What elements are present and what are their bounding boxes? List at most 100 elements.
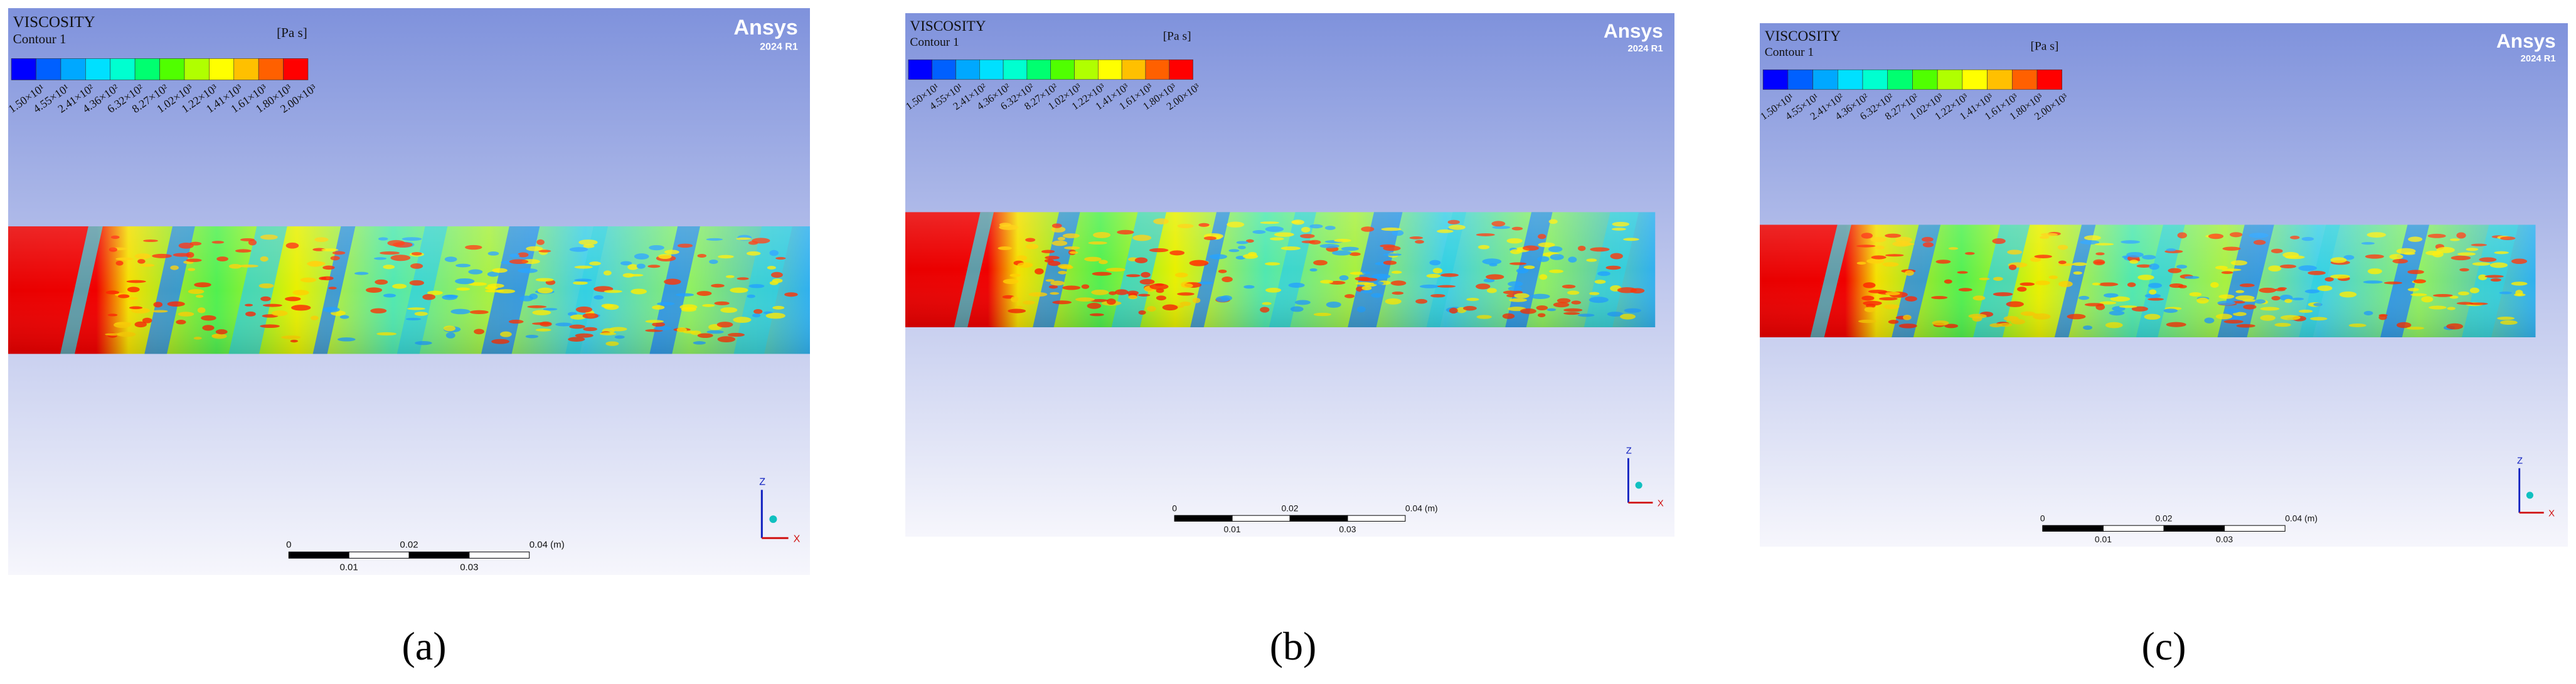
contour-shade	[905, 212, 1656, 327]
scale-label: 0.01	[1224, 524, 1241, 534]
scale-segment	[288, 551, 349, 559]
legend-subtitle: Contour 1	[910, 36, 959, 49]
colorbar-segment	[209, 58, 235, 80]
scale-label: 0.03	[1339, 524, 1356, 534]
colorbar-segment	[1762, 69, 1789, 90]
legend-unit: [Pa s]	[1163, 30, 1191, 43]
colorbar-segment	[908, 59, 933, 80]
colorbar-segment	[1912, 69, 1938, 90]
axis-y	[1635, 481, 1642, 489]
scale-segment	[1289, 515, 1348, 522]
scale-label: 0.01	[340, 562, 358, 572]
panel-caption: (b)	[1270, 624, 1317, 668]
colorbar-segment	[1098, 59, 1122, 80]
axis-y	[2526, 492, 2533, 499]
scale-segment	[1347, 515, 1406, 522]
colorbar-segment	[184, 58, 210, 80]
axis-z-label: Z	[2517, 456, 2523, 466]
contour-surface	[1760, 224, 2536, 337]
scale-label: 0	[286, 539, 291, 550]
contour-shade	[1760, 224, 2536, 337]
colorbar-segment	[1169, 59, 1193, 80]
colorbar-segment	[36, 58, 61, 80]
colorbar-segment	[159, 58, 185, 80]
colorbar-segment	[979, 59, 1004, 80]
legend-subtitle: Contour 1	[13, 31, 67, 46]
colorbar-segment	[1862, 69, 1888, 90]
colorbar-segment	[134, 58, 160, 80]
colorbar-segment	[233, 58, 259, 80]
colorbar-segment	[11, 58, 36, 80]
legend-unit: [Pa s]	[2030, 40, 2058, 53]
axis-z-label: Z	[1626, 446, 1632, 456]
legend-title: VISCOSITY	[1765, 28, 1841, 45]
colorbar-segment	[1026, 59, 1051, 80]
scale-label: 0.01	[2095, 534, 2112, 544]
colorbar-segment	[2036, 69, 2063, 90]
brand-version: 2024 R1	[760, 41, 798, 52]
scale-label: 0.02	[400, 539, 418, 550]
colorbar-segment	[1937, 69, 1963, 90]
scale-label: 0.02	[2155, 513, 2172, 524]
contour-shade	[8, 226, 810, 354]
colorbar-segment	[1121, 59, 1146, 80]
panel-caption: (a)	[402, 624, 446, 668]
scale-label: 0.04 (m)	[1405, 503, 1438, 513]
colorbar-segment	[1837, 69, 1863, 90]
colorbar-segment	[2011, 69, 2038, 90]
colorbar-segment	[1074, 59, 1099, 80]
scale-segment	[2224, 525, 2286, 532]
scale-label: 0	[2040, 513, 2045, 524]
scale-segment	[2042, 525, 2104, 532]
scale-label: 0.04 (m)	[530, 539, 565, 550]
scale-segment	[1232, 515, 1291, 522]
legend-subtitle: Contour 1	[1765, 46, 1814, 59]
legend-unit: [Pa s]	[277, 25, 307, 40]
scale-segment	[408, 551, 470, 559]
axis-x-label: X	[794, 533, 801, 544]
contour-surface	[905, 212, 1656, 327]
colorbar-segment	[1145, 59, 1170, 80]
brand-logo: Ansys	[733, 16, 797, 39]
colorbar-segment	[1787, 69, 1813, 90]
colorbar-segment	[110, 58, 136, 80]
axis-z-label: Z	[759, 476, 765, 487]
colorbar-segment	[85, 58, 111, 80]
scale-label: 0	[1172, 503, 1177, 513]
brand-logo: Ansys	[1604, 19, 1663, 42]
colorbar-segment	[1050, 59, 1075, 80]
contour-surface	[8, 226, 810, 354]
colorbar-segment	[1812, 69, 1838, 90]
brand-logo: Ansys	[2496, 29, 2556, 52]
axis-x-label: X	[1658, 498, 1664, 508]
brand-version: 2024 R1	[2521, 54, 2556, 64]
scale-segment	[348, 551, 410, 559]
colorbar-segment	[283, 58, 309, 80]
colorbar-segment	[1987, 69, 2013, 90]
colorbar-segment	[1003, 59, 1028, 80]
scale-label: 0.03	[460, 562, 478, 572]
scale-label: 0.02	[1281, 503, 1298, 513]
legend-title: VISCOSITY	[13, 14, 95, 31]
scale-segment	[1174, 515, 1233, 522]
scale-segment	[2163, 525, 2225, 532]
colorbar-segment	[258, 58, 284, 80]
scale-segment	[2102, 525, 2164, 532]
axis-y	[769, 515, 777, 524]
colorbar-segment	[1962, 69, 1988, 90]
panel-caption: (c)	[2141, 624, 2186, 668]
colorbar-segment	[60, 58, 86, 80]
brand-version: 2024 R1	[1628, 44, 1663, 54]
scale-segment	[469, 551, 530, 559]
colorbar-segment	[955, 59, 980, 80]
legend-title: VISCOSITY	[910, 18, 986, 34]
axis-x-label: X	[2548, 508, 2555, 518]
colorbar-segment	[1887, 69, 1913, 90]
scale-label: 0.04 (m)	[2285, 513, 2318, 524]
colorbar-segment	[932, 59, 956, 80]
scale-label: 0.03	[2216, 534, 2233, 544]
